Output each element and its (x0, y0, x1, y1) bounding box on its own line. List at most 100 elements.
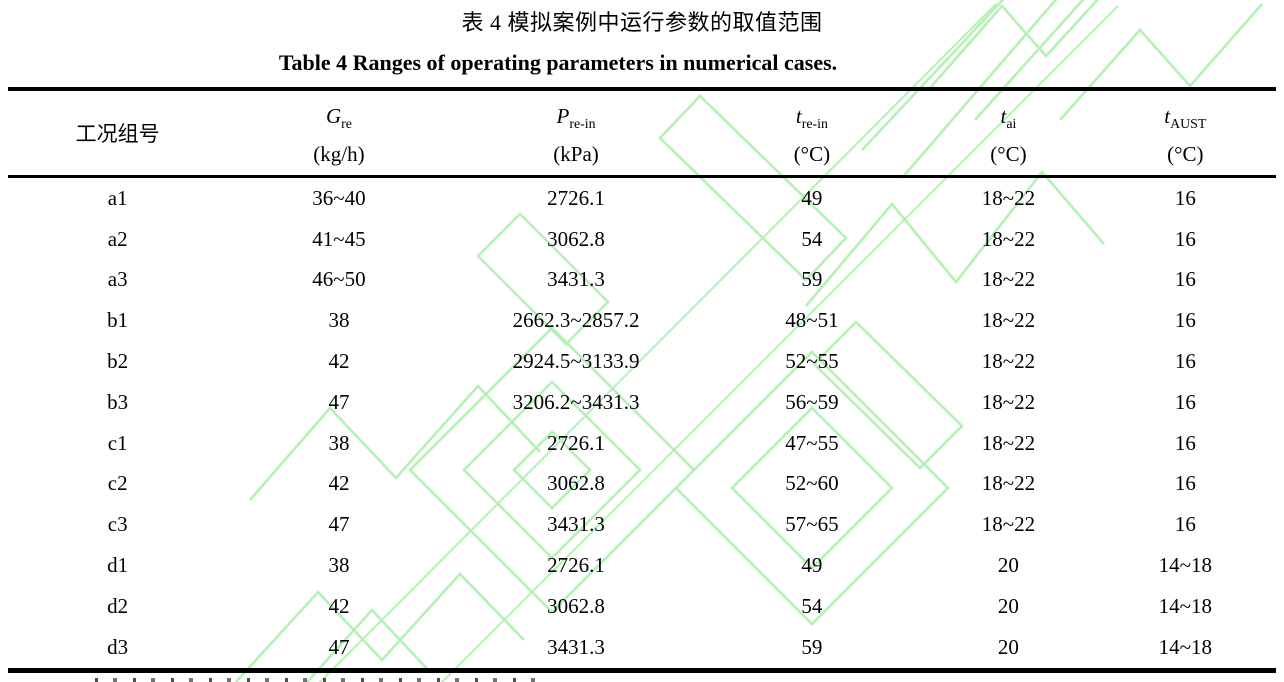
column-header: Pre-in (kPa) (451, 89, 702, 177)
case-id-cell: d3 (107, 634, 129, 659)
table-row: c1 38 2726.1 47~55 18~22 16 (8, 423, 1276, 464)
value-cell: 59 (801, 634, 823, 659)
value-cell: 52~60 (785, 471, 839, 496)
case-id-cell: c1 (107, 430, 128, 455)
value-cell: 47 (328, 634, 350, 659)
value-cell: 47 (328, 389, 350, 414)
parameter-unit: (°C) (1167, 142, 1204, 166)
value-cell: 16 (1174, 512, 1196, 537)
value-cell: 16 (1174, 471, 1196, 496)
value-cell: 3431.3 (547, 634, 605, 659)
value-cell: 54 (801, 226, 823, 251)
value-cell: 47 (328, 512, 350, 537)
value-cell: 3431.3 (547, 267, 605, 292)
value-cell: 2726.1 (547, 553, 605, 578)
table-row: c2 42 3062.8 52~60 18~22 16 (8, 464, 1276, 505)
parameters-table-wrapper: 工况组号 Gre (kg/h) Pre-in (kPa) tre-in (°C)… (8, 87, 1276, 673)
value-cell: 38 (328, 553, 350, 578)
value-cell: 3431.3 (547, 512, 605, 537)
table-body: a1 36~40 2726.1 49 18~22 16 a2 41~45 306… (8, 177, 1276, 671)
table-row: a2 41~45 3062.8 54 18~22 16 (8, 219, 1276, 260)
parameter-subscript: AUST (1170, 116, 1207, 132)
value-cell: 3062.8 (547, 593, 605, 618)
parameters-table: 工况组号 Gre (kg/h) Pre-in (kPa) tre-in (°C)… (8, 87, 1276, 673)
value-cell: 49 (801, 553, 823, 578)
table-row: a3 46~50 3431.3 59 18~22 16 (8, 260, 1276, 301)
parameter-unit: (°C) (793, 142, 831, 166)
value-cell: 20 (997, 553, 1019, 578)
value-cell: 38 (328, 430, 350, 455)
value-cell: 18~22 (981, 471, 1036, 496)
case-id-cell: c3 (107, 512, 128, 537)
case-id-cell: b3 (107, 389, 129, 414)
parameter-symbol: G (325, 104, 342, 128)
case-id-cell: c2 (107, 471, 128, 496)
case-id-cell: a2 (107, 226, 128, 251)
value-cell: 3062.8 (547, 471, 605, 496)
table-header-row: 工况组号 Gre (kg/h) Pre-in (kPa) tre-in (°C)… (8, 89, 1276, 177)
column-header: tre-in (°C) (702, 89, 923, 177)
value-cell: 2662.3~2857.2 (512, 308, 640, 333)
value-cell: 42 (328, 349, 350, 374)
column-header: tai (°C) (922, 89, 1094, 177)
value-cell: 42 (328, 471, 350, 496)
value-cell: 20 (997, 634, 1019, 659)
parameter-symbol-line: tre-in (702, 91, 923, 137)
table-title-chinese: 表 4 模拟案例中运行参数的取值范围 (461, 10, 823, 35)
value-cell: 48~51 (785, 308, 839, 333)
value-cell: 18~22 (981, 308, 1036, 333)
value-cell: 41~45 (312, 226, 366, 251)
table-row: d1 38 2726.1 49 20 14~18 (8, 545, 1276, 586)
value-cell: 18~22 (981, 430, 1036, 455)
value-cell: 16 (1174, 226, 1196, 251)
case-id-cell: d1 (107, 553, 129, 578)
parameter-symbol-line: Pre-in (451, 91, 702, 137)
clipped-text-fragments (95, 678, 535, 682)
value-cell: 46~50 (312, 267, 366, 292)
case-id-cell: b1 (107, 308, 129, 333)
value-cell: 3062.8 (547, 226, 605, 251)
case-id-cell: d2 (107, 593, 129, 618)
table-row: d2 42 3062.8 54 20 14~18 (8, 586, 1276, 627)
value-cell: 16 (1174, 349, 1196, 374)
value-cell: 52~55 (785, 349, 839, 374)
table-row: a1 36~40 2726.1 49 18~22 16 (8, 177, 1276, 219)
case-id-cell: a3 (107, 267, 128, 292)
value-cell: 18~22 (981, 512, 1036, 537)
table-row: b1 38 2662.3~2857.2 48~51 18~22 16 (8, 300, 1276, 341)
value-cell: 14~18 (1158, 553, 1212, 578)
table-row: d3 47 3431.3 59 20 14~18 (8, 627, 1276, 670)
value-cell: 16 (1174, 308, 1196, 333)
value-cell: 2726.1 (547, 185, 605, 210)
value-cell: 57~65 (785, 512, 839, 537)
parameter-symbol-line: tAUST (1095, 91, 1276, 137)
value-cell: 18~22 (981, 389, 1036, 414)
parameter-subscript: re (341, 116, 352, 132)
value-cell: 56~59 (785, 389, 839, 414)
value-cell: 14~18 (1158, 634, 1212, 659)
parameter-unit: (kPa) (553, 142, 599, 166)
table-title-english: Table 4 Ranges of operating parameters i… (278, 50, 838, 75)
value-cell: 36~40 (312, 185, 366, 210)
parameter-subscript: re-in (801, 116, 828, 132)
value-cell: 42 (328, 593, 350, 618)
parameter-symbol-line: tai (922, 91, 1094, 137)
value-cell: 16 (1174, 389, 1196, 414)
value-cell: 18~22 (981, 185, 1036, 210)
value-cell: 59 (801, 267, 823, 292)
parameter-unit: (kg/h) (313, 142, 365, 166)
table-row: b2 42 2924.5~3133.9 52~55 18~22 16 (8, 341, 1276, 382)
value-cell: 16 (1174, 430, 1196, 455)
value-cell: 47~55 (785, 430, 839, 455)
value-cell: 16 (1174, 267, 1196, 292)
parameter-subscript: re-in (569, 116, 596, 132)
table-header: 工况组号 Gre (kg/h) Pre-in (kPa) tre-in (°C)… (8, 89, 1276, 177)
value-cell: 16 (1174, 185, 1196, 210)
parameter-symbol-line: Gre (227, 91, 450, 137)
value-cell: 18~22 (981, 267, 1036, 292)
value-cell: 14~18 (1158, 593, 1212, 618)
value-cell: 49 (801, 185, 823, 210)
value-cell: 54 (801, 593, 823, 618)
